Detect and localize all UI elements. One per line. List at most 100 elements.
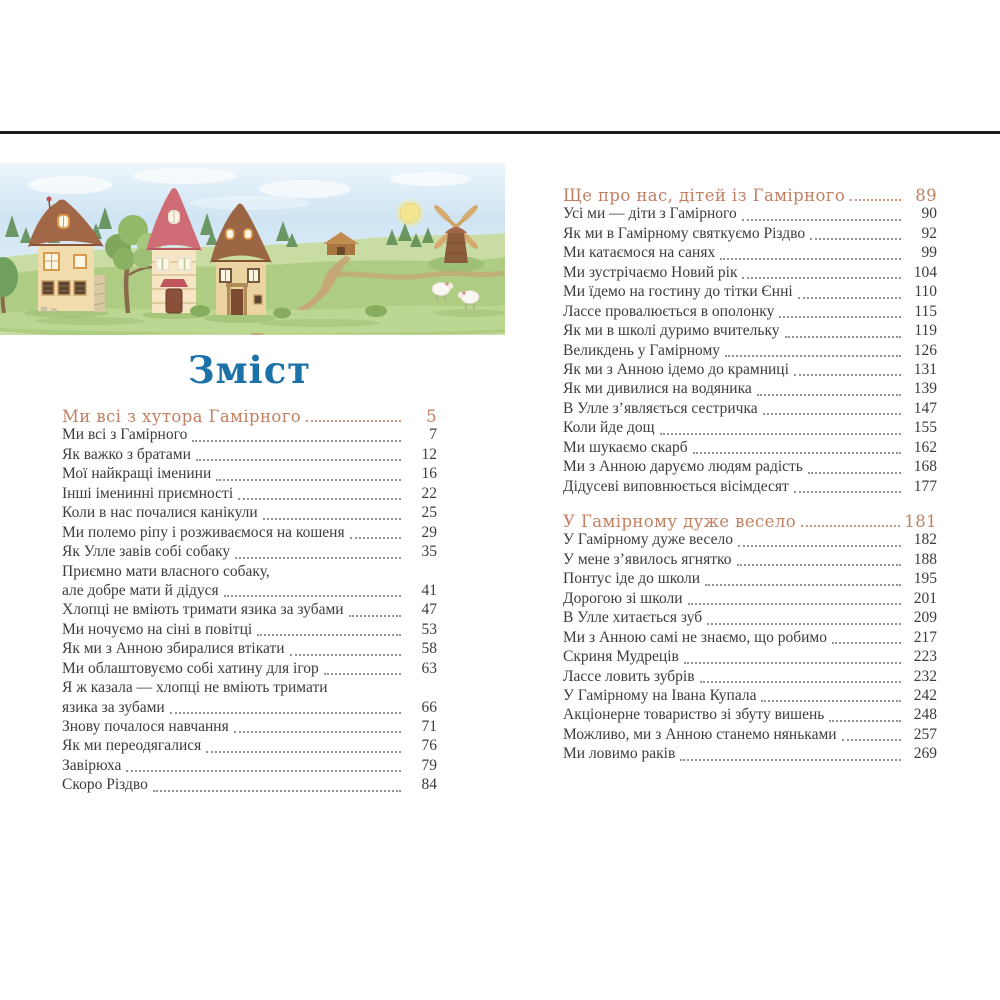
toc-entry[interactable]: Великдень у Гамірному 126 [563, 342, 937, 361]
toc-entry-title: Ми катаємося на санях [563, 244, 716, 262]
dot-leader [216, 478, 401, 481]
toc-entry[interactable]: Мої найкращі іменини 16 [62, 465, 437, 484]
toc-entry-page: 66 [421, 698, 438, 716]
toc-entry[interactable]: Інші іменинні приємності 22 [62, 485, 437, 504]
toc-entry[interactable]: Дорогою зі школи 201 [563, 590, 937, 609]
toc-entry[interactable]: Дідусеві виповнюється вісімдесят 177 [563, 478, 937, 497]
toc-entry-page: 5 [426, 407, 437, 426]
toc-entry[interactable]: але добре мати й дідуся 41 [62, 582, 437, 601]
dot-leader [742, 277, 901, 280]
toc-entry[interactable]: В Улле хитається зуб 209 [563, 609, 937, 628]
toc-entry[interactable]: Як важко з братами 12 [62, 446, 437, 465]
toc-entry-page: 84 [421, 776, 438, 794]
toc-entry-page: 223 [913, 648, 937, 666]
toc-entry[interactable]: Скриня Мудреців 223 [563, 648, 937, 667]
toc-entry[interactable]: Ми ловимо раків 269 [563, 745, 937, 764]
toc-entry[interactable]: Як Улле завів собі собаку 35 [62, 543, 437, 562]
page-title: Зміст [187, 348, 312, 392]
toc-entry-page: 76 [421, 737, 438, 755]
toc-entry-page: 168 [913, 458, 937, 476]
toc-entry[interactable]: У мене з’явилось ягнятко 188 [563, 551, 937, 570]
dot-leader [238, 498, 401, 501]
toc-entry-page: 182 [913, 531, 937, 549]
house-icon [28, 196, 106, 312]
toc-entry-title: В Улле хитається зуб [563, 609, 703, 627]
toc-entry[interactable]: Ми ночуємо на сіні в повітці 53 [62, 621, 437, 640]
toc-entry[interactable]: Як ми в школі дуримо вчительку 119 [563, 322, 937, 341]
toc-entry[interactable]: Як ми з Анною ідемо до крамниці 131 [563, 361, 937, 380]
toc-entry[interactable]: Лассе ловить зубрів 232 [563, 668, 937, 687]
dot-leader [850, 199, 901, 202]
toc-entry[interactable]: Лассе провалюється в ополонку 115 [563, 303, 937, 322]
toc-entry[interactable]: Акціонерне товариство зі збуту вишень 24… [563, 706, 937, 725]
toc-entry[interactable]: Ми зустрічаємо Новий рік 104 [563, 264, 937, 283]
dot-leader [784, 335, 901, 338]
toc-entry-page: 99 [921, 244, 938, 262]
dot-leader [761, 700, 901, 703]
toc-entry-page: 242 [913, 686, 937, 704]
toc-entry-page: 131 [913, 360, 937, 378]
toc-entry-title: Я ж казала — хлопці не вміють тримати [62, 679, 328, 697]
toc-entry[interactable]: Ми облаштовуємо собі хатину для ігор 63 [62, 660, 437, 679]
toc-entry[interactable]: Коли в нас почалися канікули 25 [62, 504, 437, 523]
toc-entry-title: Як важко з братами [62, 445, 191, 463]
toc-entry[interactable]: Усі ми — діти з Гамірного 90 [563, 205, 937, 224]
toc-entry[interactable]: Ми з Анною даруємо людям радість 168 [563, 458, 937, 477]
toc-entry[interactable]: В Улле з’являється сестричка 147 [563, 400, 937, 419]
toc-entry-page: 104 [913, 263, 937, 281]
dot-leader [348, 614, 401, 617]
toc-entry[interactable]: Ми з Анною самі не знаємо, що робимо 217 [563, 629, 937, 648]
toc-entry-title: Лассе ловить зубрів [563, 667, 695, 685]
toc-entry[interactable]: У Гамірному дуже весело 182 [563, 531, 937, 550]
toc-entry-title: У мене з’явилось ягнятко [563, 550, 732, 568]
toc-entry[interactable]: Хлопці не вміють тримати язика за зубами… [62, 601, 437, 620]
toc-entry[interactable]: Ми полемо ріпу і розживаємося на кошеня … [62, 524, 437, 543]
toc-entry[interactable]: Як ми в Гамірному святкуємо Різдво 92 [563, 225, 937, 244]
toc-entry[interactable]: Ми їдемо на гостину до тітки Єнні 110 [563, 283, 937, 302]
dot-leader [801, 525, 901, 528]
toc-entry[interactable]: Знову почалося навчання 71 [62, 718, 437, 737]
dot-leader [720, 257, 901, 260]
toc-entry-page: 119 [914, 322, 937, 340]
toc-entry-page: 155 [913, 419, 937, 437]
toc-entry-page: 126 [913, 341, 937, 359]
toc-entry[interactable]: Завірюха 79 [62, 757, 437, 776]
toc-entry[interactable]: У Гамірному дуже весело 181 [563, 512, 937, 531]
toc-entry[interactable]: Понтус іде до школи 195 [563, 570, 937, 589]
toc-entry[interactable]: Ще про нас, дітей із Гамірного 89 [563, 186, 937, 205]
toc-entry-page: 79 [421, 756, 438, 774]
toc-entry[interactable]: Як ми з Анною збиралися втікати 58 [62, 640, 437, 659]
dot-leader [810, 238, 901, 241]
toc-entry[interactable]: Ми всі з хутора Гамірного 5 [62, 407, 437, 426]
toc-entry[interactable]: У Гамірному на Івана Купала 242 [563, 687, 937, 706]
dot-leader [323, 673, 401, 676]
toc-entry[interactable]: язика за зубами 66 [62, 699, 437, 718]
toc-entry[interactable]: Я ж казала — хлопці не вміють тримати [62, 679, 437, 698]
toc-column-left: Ми всі з хутора Гамірного 5 Ми всі з Гам… [62, 407, 437, 796]
dot-leader [659, 432, 901, 435]
toc-entry-page: 58 [421, 640, 438, 658]
toc-entry[interactable]: Як ми переодягалися 76 [62, 737, 437, 756]
toc-entry-title: В Улле з’являється сестричка [563, 399, 758, 417]
toc-entry-page: 89 [915, 186, 937, 205]
toc-entry[interactable]: Можливо, ми з Анною станемо няньками 257 [563, 726, 937, 745]
toc-entry-page: 92 [921, 224, 938, 242]
toc-column-right: Ще про нас, дітей із Гамірного 89 Усі ми… [563, 186, 937, 765]
toc-entry-page: 139 [913, 380, 937, 398]
toc-entry[interactable]: Ми всі з Гамірного 7 [62, 426, 437, 445]
toc-entry-page: 25 [421, 504, 438, 522]
toc-entry-page: 110 [914, 283, 937, 301]
toc-entry[interactable]: Коли йде дощ 155 [563, 419, 937, 438]
toc-entry-page: 217 [913, 628, 937, 646]
windmill-icon [428, 205, 484, 272]
toc-entry-title: Як Улле завів собі собаку [62, 543, 231, 561]
toc-entry[interactable]: Ми катаємося на санях 99 [563, 244, 937, 263]
toc-entry-title: Інші іменинні приємності [62, 484, 234, 502]
toc-entry-page: 115 [914, 302, 937, 320]
toc-entry[interactable]: Приємно мати власного собаку, [62, 563, 437, 582]
toc-entry[interactable]: Скоро Різдво 84 [62, 776, 437, 795]
toc-entry[interactable]: Ми шукаємо скарб 162 [563, 439, 937, 458]
toc-entry-title: язика за зубами [62, 698, 165, 716]
toc-entry[interactable]: Як ми дивилися на водяника 139 [563, 380, 937, 399]
